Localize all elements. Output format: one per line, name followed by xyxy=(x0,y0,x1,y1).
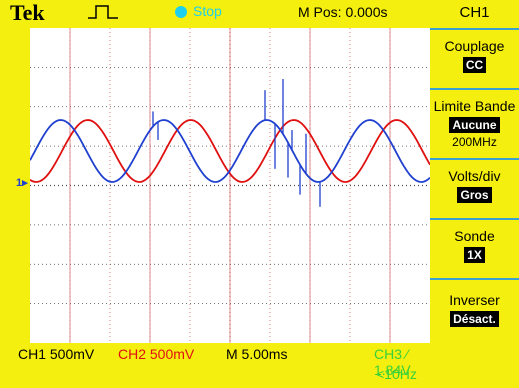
menu-item-value: Gros xyxy=(457,187,492,203)
menu-item-sonde[interactable]: Sonde 1X xyxy=(430,218,519,280)
acquisition-status: Stop xyxy=(193,3,222,19)
ch1-scale-readout: CH1 500mV xyxy=(18,346,95,362)
menu-item-volts-div[interactable]: Volts/div Gros xyxy=(430,158,519,220)
pulse-trigger-icon xyxy=(88,4,118,25)
waveform-display xyxy=(30,28,430,343)
menu-item-label: Limite Bande xyxy=(433,98,516,114)
menu-item-inverser[interactable]: Inverser Désact. xyxy=(430,278,519,348)
menu-item-alt-value: 200MHz xyxy=(452,135,497,149)
side-menu: CH1 Couplage CC Limite Bande Aucune 200M… xyxy=(430,0,519,388)
menu-item-value: CC xyxy=(462,57,487,73)
trigger-readout: CH3 ⁄ 1.84V xyxy=(374,346,411,378)
menu-item-value: 1X xyxy=(464,247,485,263)
frequency-readout: <10Hz xyxy=(376,366,417,382)
bottom-status-bar: CH1 500mV CH2 500mV M 5.00ms CH3 ⁄ 1.84V… xyxy=(0,344,429,388)
brand-logo: Tek xyxy=(10,0,45,25)
graticule-grid xyxy=(30,28,430,343)
acquisition-status-dot-icon xyxy=(175,6,187,18)
ch1-noise-spikes xyxy=(152,79,321,207)
menu-item-limite-bande[interactable]: Limite Bande Aucune 200MHz xyxy=(430,88,519,160)
menu-item-label: Volts/div xyxy=(448,168,501,184)
ch1-ground-marker: 1▸ xyxy=(16,177,28,189)
menu-item-couplage[interactable]: Couplage CC xyxy=(430,28,519,100)
menu-item-label: Sonde xyxy=(454,228,495,244)
timebase-readout: M 5.00ms xyxy=(226,346,288,362)
top-status-bar: Tek Stop M Pos: 0.000s xyxy=(0,0,429,26)
ch2-waveform xyxy=(30,119,430,183)
menu-title: CH1 xyxy=(459,4,490,21)
menu-item-label: Couplage xyxy=(444,38,505,54)
menu-item-label: Inverser xyxy=(449,292,500,308)
ch1-waveform xyxy=(30,119,430,183)
horizontal-position-readout: M Pos: 0.000s xyxy=(298,4,388,20)
ch2-scale-readout: CH2 500mV xyxy=(118,346,195,362)
menu-item-value: Désact. xyxy=(450,311,499,327)
menu-item-value: Aucune xyxy=(449,117,500,133)
